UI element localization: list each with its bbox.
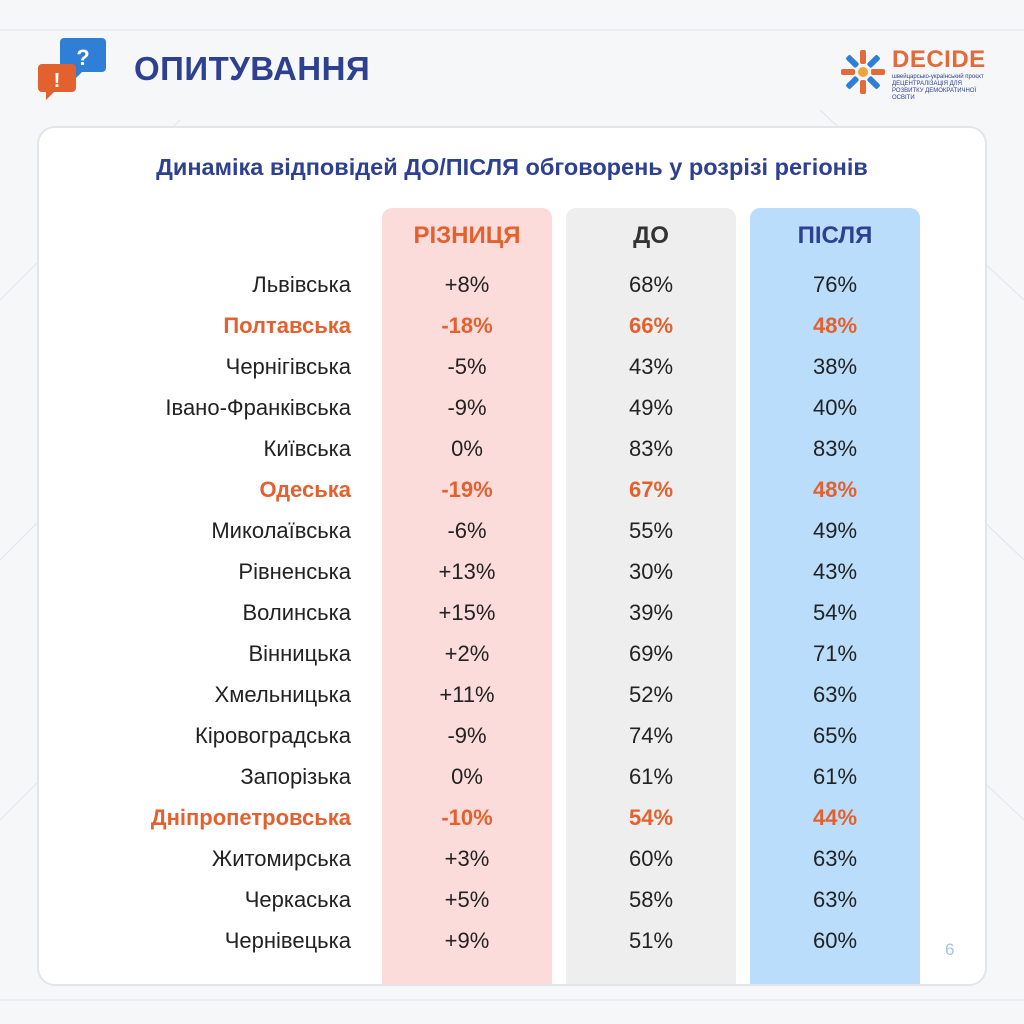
page-title: ОПИТУВАННЯ xyxy=(134,50,371,87)
column-header-diff: РІЗНИЦЯ xyxy=(413,222,521,249)
after-value: 48% xyxy=(812,477,858,502)
diff-value: +8% xyxy=(444,272,490,297)
after-value: 83% xyxy=(812,436,858,461)
before-value: 39% xyxy=(628,600,674,625)
after-value: 76% xyxy=(812,272,858,297)
decide-logo: DECIDE швейцарсько-український проєкт ДЕ… xyxy=(838,46,988,102)
before-value: 66% xyxy=(628,313,674,338)
svg-text:!: ! xyxy=(54,70,61,92)
column-header-after: ПІСЛЯ xyxy=(797,222,873,249)
before-value: 55% xyxy=(628,518,674,543)
diff-value: +15% xyxy=(438,600,496,625)
diff-value: 0% xyxy=(451,764,483,789)
region-label: Житомирська xyxy=(211,846,351,871)
diff-value: +13% xyxy=(438,559,496,584)
diff-value: +11% xyxy=(439,682,495,707)
before-value: 54% xyxy=(628,805,674,830)
diff-value: -18% xyxy=(441,313,493,338)
diff-value: +2% xyxy=(444,641,490,666)
before-value: 43% xyxy=(628,354,674,379)
region-label: Волинська xyxy=(242,600,351,625)
region-label: Хмельницька xyxy=(214,682,351,707)
after-value: 54% xyxy=(812,600,858,625)
region-label: Чернігівська xyxy=(225,354,351,379)
before-value: 60% xyxy=(628,846,674,871)
after-value: 38% xyxy=(812,354,858,379)
region-label: Миколаївська xyxy=(211,518,351,543)
after-value: 48% xyxy=(812,313,858,338)
region-label: Івано-Франківська xyxy=(165,395,351,420)
region-label: Вінницька xyxy=(248,641,351,666)
diff-value: -6% xyxy=(447,518,487,543)
logo-subtitle: швейцарсько-український проєкт ДЕЦЕНТРАЛ… xyxy=(892,74,984,101)
before-value: 74% xyxy=(628,723,674,748)
table-card: Динаміка відповідей ДО/ПІСЛЯ обговорень … xyxy=(37,126,987,986)
region-label: Полтавська xyxy=(223,313,351,338)
column-header-before: ДО xyxy=(633,222,669,249)
chart-title: Динаміка відповідей ДО/ПІСЛЯ обговорень … xyxy=(156,154,868,180)
after-value: 40% xyxy=(812,395,858,420)
after-value: 60% xyxy=(812,928,858,953)
before-value: 83% xyxy=(628,436,674,461)
diff-value: -19% xyxy=(441,477,493,502)
after-value: 63% xyxy=(812,682,858,707)
column-diff-background xyxy=(382,208,552,984)
after-value: 63% xyxy=(812,887,858,912)
after-value: 43% xyxy=(812,559,858,584)
region-label: Рівненська xyxy=(238,559,351,584)
diff-value: -9% xyxy=(447,395,487,420)
decide-logo-mark-icon xyxy=(841,50,885,94)
column-before-background xyxy=(566,208,736,984)
region-label: Кіровоградська xyxy=(195,723,351,748)
before-value: 51% xyxy=(628,928,674,953)
before-value: 67% xyxy=(628,477,674,502)
before-value: 69% xyxy=(628,641,674,666)
after-value: 63% xyxy=(812,846,858,871)
region-label: Київська xyxy=(263,436,351,461)
region-label: Чернівецька xyxy=(224,928,351,953)
column-after-background xyxy=(750,208,920,984)
diff-value: -5% xyxy=(447,354,487,379)
region-label: Черкаська xyxy=(244,887,351,912)
before-value: 30% xyxy=(628,559,674,584)
diff-value: +5% xyxy=(444,887,490,912)
diff-value: +3% xyxy=(444,846,490,871)
region-label: Дніпропетровська xyxy=(150,805,351,830)
after-value: 61% xyxy=(812,764,858,789)
before-value: 58% xyxy=(628,887,674,912)
after-value: 71% xyxy=(812,641,858,666)
logo-name: DECIDE xyxy=(892,46,986,73)
chat-question-icon: ? ! xyxy=(38,38,106,100)
after-value: 65% xyxy=(812,723,858,748)
svg-text:?: ? xyxy=(76,45,89,70)
region-label: Одеська xyxy=(259,477,351,502)
diff-value: +9% xyxy=(444,928,490,953)
region-label: Львівська xyxy=(252,272,351,297)
region-label: Запорізька xyxy=(240,764,351,789)
before-value: 68% xyxy=(628,272,674,297)
diff-value: 0% xyxy=(451,436,483,461)
after-value: 44% xyxy=(812,805,858,830)
before-value: 49% xyxy=(628,395,674,420)
page-number: 6 xyxy=(945,940,955,959)
before-value: 52% xyxy=(628,682,674,707)
diff-value: -10% xyxy=(441,805,493,830)
after-value: 49% xyxy=(812,518,858,543)
before-value: 61% xyxy=(628,764,674,789)
diff-value: -9% xyxy=(447,723,487,748)
